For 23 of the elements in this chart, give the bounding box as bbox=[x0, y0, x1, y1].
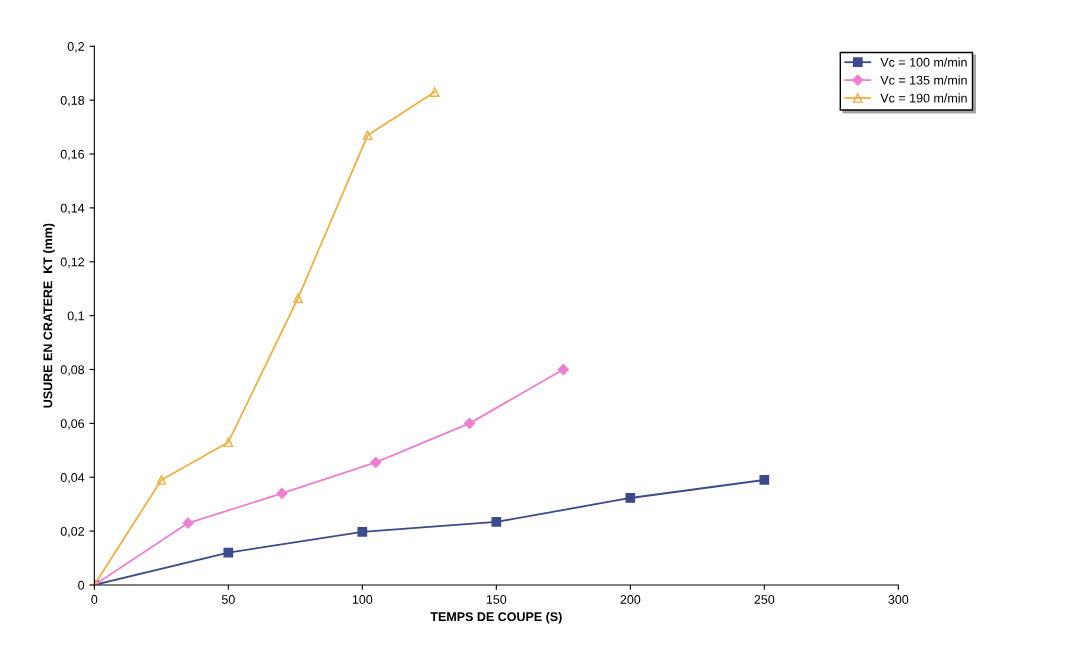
y-tick-label: 0,16 bbox=[60, 149, 85, 161]
y-tick-label: 0,1 bbox=[67, 311, 85, 322]
y-tick-label: 0,14 bbox=[60, 203, 85, 215]
x-axis-title: TEMPS DE COUPE (S) bbox=[430, 611, 562, 624]
y-tick-label: 0,08 bbox=[60, 365, 85, 376]
y-tick-label: 0,02 bbox=[60, 526, 84, 538]
legend-label: Vc = 135 m/min bbox=[880, 75, 967, 85]
x-tick-label: 200 bbox=[620, 595, 641, 604]
y-tick-label: 0,06 bbox=[60, 419, 85, 430]
legend-label: Vc = 190 m/min bbox=[880, 93, 967, 103]
x-tick-label: 300 bbox=[888, 595, 909, 604]
legend-label: Vc = 100 m/min bbox=[880, 57, 967, 67]
x-tick-label: 250 bbox=[754, 595, 775, 604]
y-tick-label: 0,12 bbox=[60, 257, 84, 268]
y-tick-label: 0,2 bbox=[67, 42, 84, 53]
x-tick-label: 50 bbox=[221, 595, 235, 604]
x-tick-label: 100 bbox=[352, 595, 373, 604]
x-tick-label: 0 bbox=[91, 595, 98, 604]
y-tick-label: 0 bbox=[78, 580, 85, 590]
y-tick-label: 0,18 bbox=[60, 95, 85, 107]
x-tick-label: 150 bbox=[486, 595, 507, 604]
y-tick-label: 0,04 bbox=[60, 473, 85, 484]
y-axis-title: USURE EN CRATERE KT (mm) bbox=[43, 223, 55, 408]
